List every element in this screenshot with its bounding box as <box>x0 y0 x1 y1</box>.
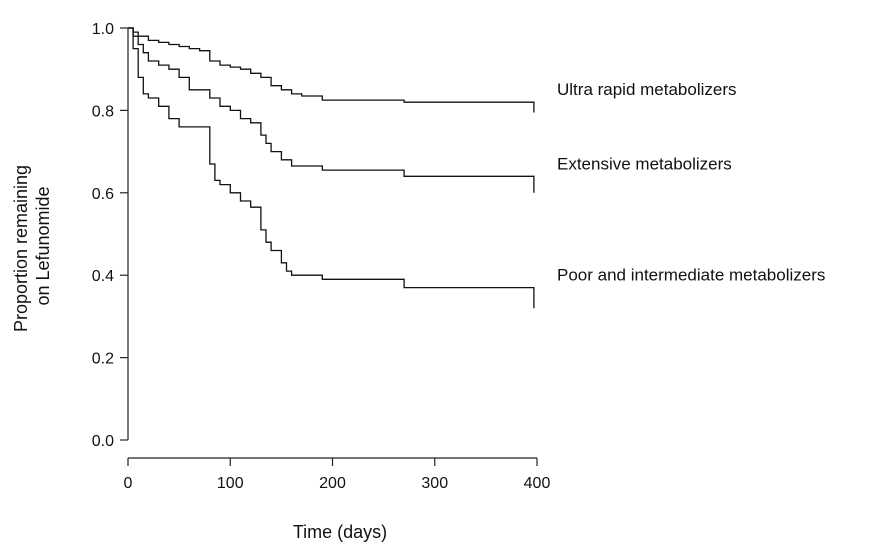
series-label-2: Extensive metabolizers <box>557 154 732 173</box>
y-tick-label: 0.8 <box>92 103 114 120</box>
series-line-2 <box>128 27 535 193</box>
x-tick-label: 100 <box>217 475 244 492</box>
x-tick-label: 400 <box>524 475 551 492</box>
series-line-3 <box>128 27 535 309</box>
y-tick-label: 0.0 <box>92 433 114 450</box>
y-axis: 0.0 0.2 0.4 0.6 0.8 1.0 <box>92 21 129 450</box>
survival-curves <box>128 27 535 309</box>
x-axis-title: Time (days) <box>293 522 387 542</box>
y-tick-label: 0.6 <box>92 186 114 203</box>
y-tick-label: 0.4 <box>92 268 114 285</box>
x-tick-label: 300 <box>421 475 448 492</box>
x-tick-label: 200 <box>319 475 346 492</box>
x-tick-label: 0 <box>124 475 133 492</box>
series-labels: Ultra rapid metabolizers Extensive metabo… <box>557 80 825 284</box>
y-tick-label: 1.0 <box>92 21 114 38</box>
series-label-1: Ultra rapid metabolizers <box>557 80 737 99</box>
y-tick-label: 0.2 <box>92 351 114 368</box>
series-label-3: Poor and intermediate metabolizers <box>557 266 825 285</box>
y-axis-title: Proportion remaining on Lefunomide <box>11 160 53 332</box>
y-axis-title-line-1: Proportion remaining <box>11 165 31 332</box>
x-ticks: 0 100 200 300 400 <box>124 458 551 492</box>
x-axis: 0 100 200 300 400 <box>124 457 551 492</box>
series-line-1 <box>128 27 535 113</box>
y-ticks: 0.0 0.2 0.4 0.6 0.8 1.0 <box>92 21 128 450</box>
y-axis-title-line-2: on Lefunomide <box>33 186 53 305</box>
